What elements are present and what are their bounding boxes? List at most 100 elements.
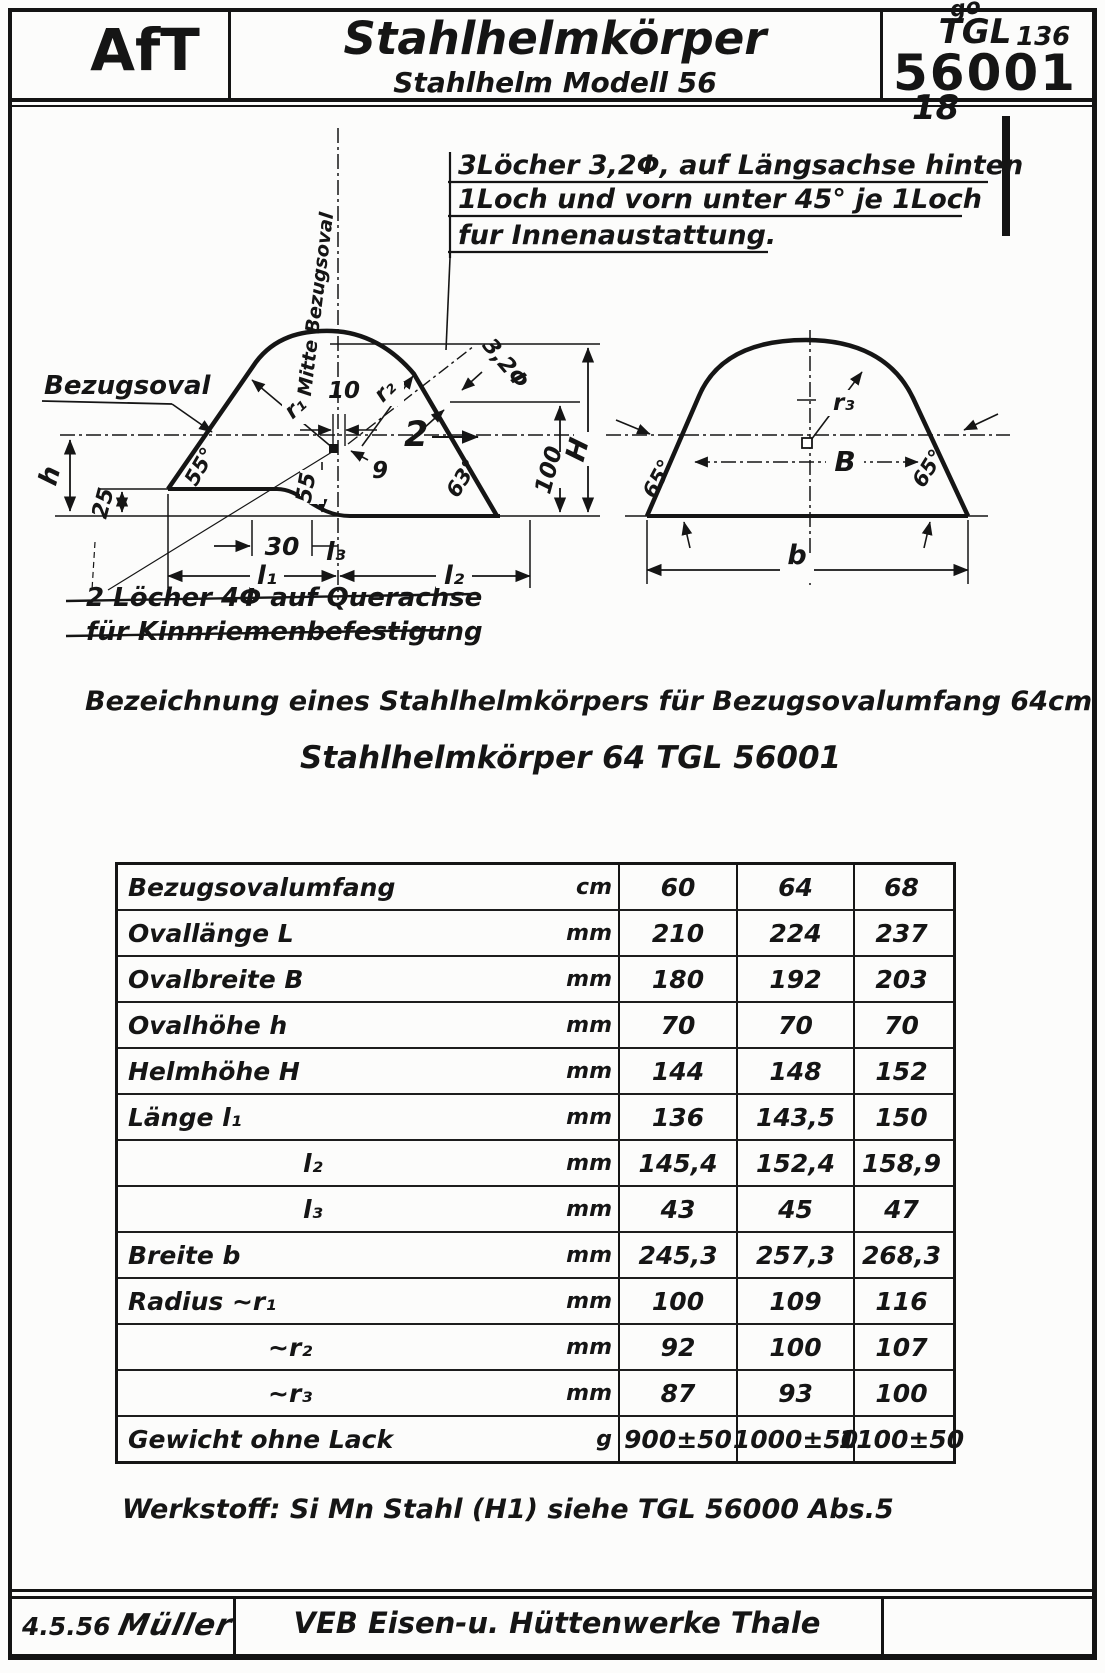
- sheet-title: Stahlhelmkörper: [343, 12, 767, 65]
- handwritten-number-136: 136: [1016, 22, 1071, 52]
- row-label: l₂: [303, 1148, 323, 1178]
- footer-signature: Müller: [115, 1608, 236, 1643]
- row-label: l₃: [303, 1194, 323, 1224]
- row-value: 145,4: [620, 1141, 738, 1185]
- row-value: 143,5: [738, 1095, 855, 1139]
- row-value: 268,3: [861, 1240, 942, 1270]
- leader-r2: [361, 375, 414, 447]
- table-row: Ovalbreite B mm 180 192 203: [118, 957, 953, 1003]
- technical-drawing: 3Löcher 3,2Φ, auf Längsachse hinten 1Loc…: [33, 128, 1023, 647]
- row-label: Länge l₁: [128, 1102, 242, 1132]
- center-hole-mark: [801, 437, 813, 449]
- dim-label-55deg: 55°: [180, 443, 221, 489]
- designation-description: Bezeichnung eines Stahlhelmkörpers für B…: [85, 686, 1093, 717]
- table-row: ~r₂ mm 92 100 107: [118, 1325, 953, 1371]
- row-value: 192: [738, 957, 855, 1001]
- row-value: 60: [620, 865, 738, 909]
- footer-company: VEB Eisen-u. Hüttenwerke Thale: [293, 1606, 821, 1640]
- footer-top-line2: [8, 1596, 1097, 1599]
- front-view-group: [615, 330, 999, 585]
- patch: [816, 390, 850, 416]
- row-label: Ovalhöhe h: [128, 1010, 288, 1040]
- patch: [250, 560, 284, 588]
- table-row: Ovallänge L mm 210 224 237: [118, 911, 953, 957]
- row-value: 150: [875, 1102, 928, 1132]
- dim-label-65deg-right: 65°: [907, 445, 948, 491]
- table-row: Helmhöhe H mm 144 148 152: [118, 1049, 953, 1095]
- side-view-group: [41, 128, 1010, 600]
- header-divider-right: [880, 10, 883, 100]
- dim-label-b: b: [787, 540, 806, 571]
- table-row: Gewicht ohne Lack g 900±50 1000±50 1100±50: [118, 1417, 965, 1461]
- row-value: 152,4: [738, 1141, 855, 1185]
- table-row: Ovalhöhe h mm 70 70 70: [118, 1003, 953, 1049]
- row-value: 68: [884, 872, 919, 902]
- row-value: 237: [875, 918, 928, 948]
- header-divider-left: [228, 10, 231, 100]
- patch: [300, 470, 324, 504]
- row-value: 180: [620, 957, 738, 1001]
- row-value: 257,3: [738, 1233, 855, 1277]
- crossed-note-leader: [107, 451, 333, 591]
- dim-label-r3: r₃: [833, 390, 854, 416]
- dim-label-l2: l₂: [444, 561, 465, 591]
- frame-bottom: [8, 1654, 1097, 1660]
- row-value: 210: [620, 911, 738, 955]
- standard-number: 56001: [893, 44, 1077, 102]
- table-row: Radius ~r₁ mm 100 109 116: [118, 1279, 953, 1325]
- row-value: 100: [875, 1378, 928, 1408]
- leader-65-left: [615, 419, 651, 435]
- row-label: Gewicht ohne Lack: [128, 1424, 394, 1454]
- dim-label-2: 2: [404, 415, 428, 455]
- handwritten-number-18: 18: [912, 88, 960, 128]
- row-label: Radius ~r₁: [128, 1286, 277, 1316]
- row-unit: mm: [558, 957, 620, 1001]
- row-value: 900±50: [620, 1417, 738, 1461]
- label-patches: [250, 382, 864, 588]
- hole-note-group: 3Löcher 3,2Φ, auf Längsachse hinten 1Loc…: [445, 150, 1023, 351]
- dim-label-l1: l₁: [257, 561, 277, 591]
- row-unit: mm: [558, 911, 620, 955]
- row-value: 64: [738, 865, 855, 909]
- dim-label-B: B: [834, 445, 855, 478]
- helmet-side-outline: [166, 328, 499, 518]
- crossed-note-bracket: [91, 541, 96, 591]
- row-unit: mm: [558, 1003, 620, 1047]
- table-row: ~r₃ mm 87 93 100: [118, 1371, 953, 1417]
- patch: [282, 398, 318, 424]
- dim-label-h: h: [33, 463, 67, 489]
- row-value: 109: [738, 1279, 855, 1323]
- footer-date: 4.5.56: [22, 1612, 111, 1641]
- base-arrow-right: [921, 521, 933, 549]
- row-value: 1000±50: [733, 1417, 858, 1461]
- row-unit: mm: [558, 1141, 620, 1185]
- patch: [372, 382, 404, 406]
- row-value: 47: [884, 1194, 919, 1224]
- row-value: 70: [884, 1010, 919, 1040]
- footer-date-cell: 4.5.56 Müller: [22, 1608, 236, 1643]
- patch: [780, 554, 814, 582]
- row-label: Ovalbreite B: [128, 964, 304, 994]
- strike-line-2: [65, 628, 447, 638]
- leader-9: [350, 450, 369, 462]
- row-value: 1100±50: [838, 1424, 965, 1454]
- row-label: Helmhöhe H: [128, 1056, 300, 1086]
- frame-top: [8, 8, 1097, 12]
- row-value: 136: [620, 1095, 738, 1139]
- row-value: 70: [620, 1003, 738, 1047]
- table-row: Bezugsovalumfang cm 60 64 68: [118, 865, 953, 911]
- hole-chinstrap: [329, 444, 338, 453]
- scan-artifact: [1002, 116, 1010, 236]
- footer-top-line: [8, 1589, 1097, 1592]
- material-note: Werkstoff: Si Mn Stahl (H1) siehe TGL 56…: [122, 1494, 894, 1525]
- row-value: 224: [738, 911, 855, 955]
- row-unit: cm: [558, 865, 620, 909]
- hole-arrow-a: [423, 409, 445, 429]
- dim-label-9: 9: [372, 458, 388, 484]
- row-value: 45: [738, 1187, 855, 1231]
- row-value: 87: [620, 1371, 738, 1415]
- row-value: 158,9: [861, 1148, 942, 1178]
- note-line-1: 3Löcher 3,2Φ, auf Längsachse hinten: [458, 150, 1023, 181]
- header-bottom-line: [8, 98, 1097, 102]
